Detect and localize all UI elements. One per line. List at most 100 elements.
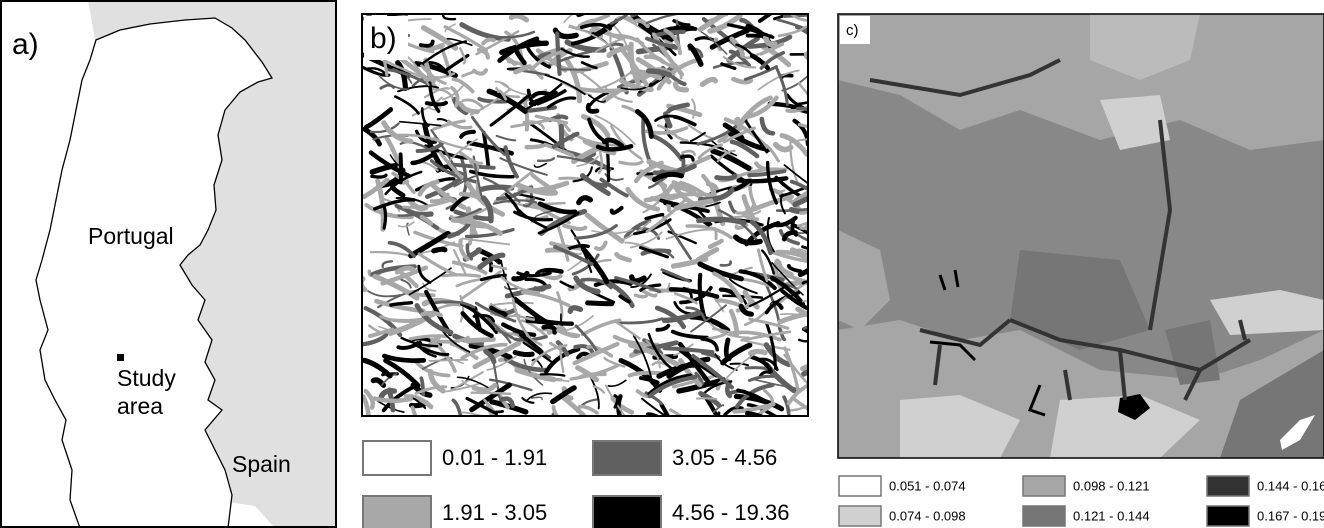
texture-stroke — [647, 332, 676, 372]
texture-stroke — [573, 275, 601, 295]
texture-stroke — [736, 176, 789, 184]
texture-stroke — [655, 67, 676, 76]
texture-stroke — [722, 294, 764, 299]
portugal-outline — [35, 17, 274, 528]
label-box — [364, 16, 408, 60]
texture-stroke — [673, 343, 694, 356]
texture-stroke — [645, 14, 684, 25]
texture-stroke — [389, 300, 414, 307]
texture-stroke — [712, 271, 744, 303]
texture-stroke — [524, 83, 563, 112]
texture-stroke — [691, 98, 696, 119]
texture-stroke — [381, 353, 427, 363]
texture-stroke — [628, 274, 647, 284]
texture-stroke — [522, 197, 536, 208]
texture-stroke — [613, 394, 619, 409]
texture-stroke — [394, 95, 420, 115]
texture-stroke — [644, 212, 665, 221]
texture-stroke — [789, 179, 808, 192]
texture-stroke — [477, 96, 508, 104]
texture-stroke — [378, 74, 410, 91]
legend-label: 0.098 - 0.121 — [1073, 478, 1150, 493]
texture-stroke — [647, 374, 698, 399]
texture-stroke — [652, 171, 685, 183]
texture-stroke — [652, 163, 697, 176]
texture-stroke — [774, 249, 808, 260]
texture-stroke — [645, 412, 661, 416]
texture-stroke — [581, 246, 610, 285]
texture-stroke — [738, 303, 754, 317]
texture-stroke — [362, 394, 371, 416]
texture-stroke — [630, 14, 641, 18]
texture-stroke — [796, 106, 808, 112]
texture-stroke — [471, 116, 506, 156]
texture-stroke — [499, 157, 548, 176]
neighbor-label: Spain — [232, 451, 291, 477]
texture-stroke — [801, 245, 808, 251]
texture-stroke — [790, 218, 799, 237]
texture-stroke — [419, 214, 434, 226]
texture-stroke — [594, 114, 636, 146]
texture-stroke — [369, 163, 398, 175]
texture-stroke — [442, 382, 482, 393]
texture-stroke — [459, 270, 502, 301]
texture-stroke — [641, 289, 658, 298]
texture-stroke — [695, 247, 720, 263]
channel — [929, 269, 1046, 417]
texture-stroke — [510, 118, 551, 129]
texture-stroke — [465, 396, 498, 416]
texture-stroke — [673, 292, 698, 305]
texture-stroke — [552, 27, 579, 40]
texture-stroke — [609, 205, 624, 215]
texture-stroke — [483, 348, 497, 365]
study-area-label: Study — [117, 365, 176, 391]
texture-stroke — [451, 398, 463, 416]
texture-stroke — [574, 224, 618, 240]
texture-stroke — [469, 169, 515, 179]
texture-stroke — [614, 251, 632, 263]
texture-stroke — [633, 160, 664, 184]
texture-stroke — [795, 306, 808, 318]
texture-stroke — [797, 267, 808, 278]
texture-stroke — [546, 96, 577, 109]
texture-stroke — [562, 223, 588, 232]
texture-stroke — [447, 119, 473, 130]
texture-stroke — [399, 120, 442, 127]
texture-stroke — [635, 37, 675, 69]
texture-stroke — [655, 250, 675, 259]
texture-stroke — [400, 278, 412, 289]
texture-stroke — [362, 177, 390, 200]
texture-stroke — [395, 196, 429, 207]
texture-stroke — [792, 190, 808, 204]
legend: 0.051 - 0.074 0.074 - 0.098 0.098 - 0.121 0… — [838, 475, 1324, 527]
texture-stroke — [779, 185, 808, 198]
texture-stroke — [776, 18, 808, 32]
texture-stroke — [489, 93, 532, 127]
texture-stroke — [451, 77, 475, 94]
texture-stroke — [618, 294, 631, 304]
texture-stroke — [417, 252, 459, 277]
texture-stroke — [489, 305, 508, 317]
zone — [1280, 415, 1315, 450]
texture-stroke — [543, 142, 575, 158]
texture-stroke — [576, 155, 599, 168]
texture-stroke — [734, 203, 755, 215]
texture-stroke — [450, 85, 460, 108]
texture-stroke — [736, 388, 770, 405]
texture-stroke — [674, 187, 707, 211]
texture-stroke — [689, 131, 706, 143]
zone — [1165, 320, 1220, 385]
texture-stroke — [443, 25, 489, 52]
texture-stroke — [720, 62, 737, 71]
texture-stroke — [522, 120, 546, 130]
texture-stroke — [544, 347, 581, 375]
texture-stroke — [417, 179, 440, 197]
texture-stroke — [606, 280, 635, 308]
texture-stroke — [616, 394, 623, 416]
texture-stroke — [400, 336, 439, 348]
channel — [869, 58, 1252, 401]
texture-stroke — [744, 410, 766, 416]
texture-stroke — [742, 289, 760, 310]
texture-stroke — [801, 299, 808, 303]
texture-stroke — [471, 68, 489, 76]
